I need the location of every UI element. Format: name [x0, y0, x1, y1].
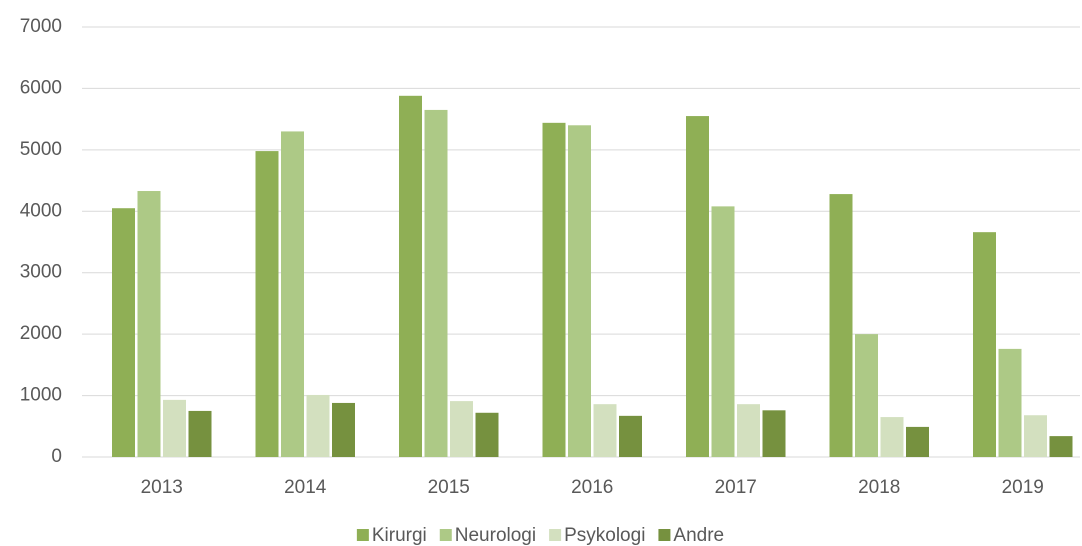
bar	[281, 131, 304, 457]
x-tick-label: 2015	[428, 477, 470, 498]
y-tick-label: 1000	[20, 385, 62, 406]
bar	[711, 206, 735, 457]
bar	[998, 348, 1022, 457]
bar	[686, 116, 709, 458]
x-tick-label: 2018	[858, 477, 900, 498]
bar	[137, 191, 161, 457]
bar	[855, 334, 878, 457]
x-tick-label: 2013	[141, 477, 183, 498]
legend-swatch	[356, 529, 369, 541]
legend-label: Andre	[673, 525, 724, 546]
y-tick-label: 5000	[20, 139, 62, 160]
bar	[973, 232, 996, 457]
bar	[593, 404, 617, 457]
legend-swatch	[658, 529, 671, 541]
bar	[475, 412, 499, 457]
bar	[306, 394, 330, 457]
bar	[163, 399, 186, 457]
y-tick-label: 0	[51, 446, 62, 467]
x-tick-label: 2017	[715, 477, 757, 498]
bar	[906, 426, 929, 457]
bar	[737, 404, 760, 457]
bar	[568, 125, 591, 458]
bar	[1024, 415, 1047, 457]
bar	[112, 208, 135, 457]
y-tick-label: 6000	[20, 77, 62, 98]
bar	[332, 402, 355, 457]
bar	[619, 415, 642, 457]
y-tick-label: 3000	[20, 262, 62, 283]
bar	[1049, 436, 1073, 457]
x-tick-label: 2016	[571, 477, 613, 498]
legend-label: Kirurgi	[372, 525, 427, 546]
y-tick-label: 2000	[20, 323, 62, 344]
legend-swatch	[549, 529, 562, 541]
bar	[399, 95, 422, 458]
x-tick-label: 2014	[284, 477, 327, 498]
legend-label: Neurologi	[455, 525, 536, 546]
x-tick-label: 2019	[1002, 477, 1044, 498]
bar	[542, 122, 566, 457]
y-tick-label: 4000	[20, 200, 62, 221]
bar	[762, 410, 786, 457]
bar	[450, 401, 473, 457]
bar	[829, 194, 853, 458]
bar	[255, 151, 279, 458]
legend-label: Psykologi	[564, 525, 645, 546]
bar	[188, 410, 212, 457]
legend-swatch	[439, 529, 452, 541]
bar	[424, 109, 448, 457]
bar	[880, 417, 904, 457]
y-tick-label: 7000	[20, 16, 62, 37]
